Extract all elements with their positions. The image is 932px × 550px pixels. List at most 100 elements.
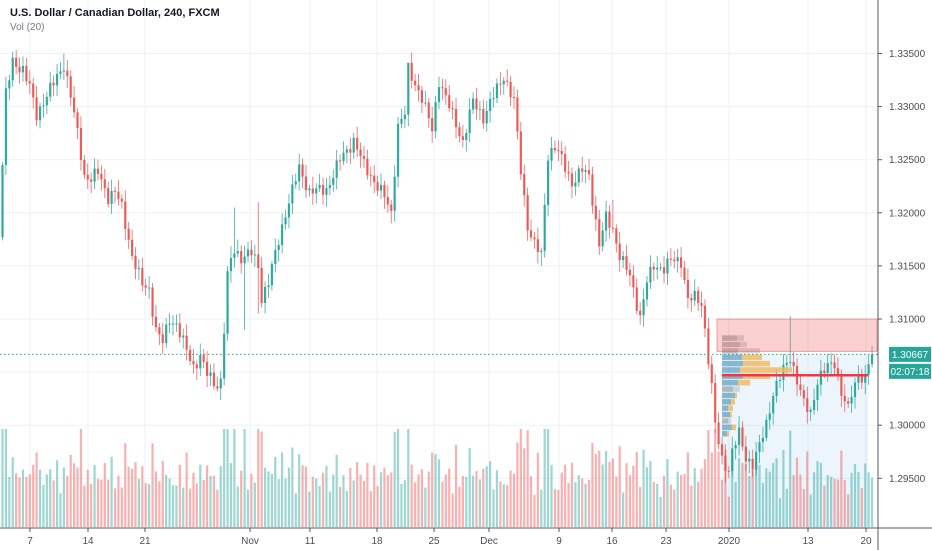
profile-row-gray[interactable]	[722, 386, 733, 392]
volume-bar[interactable]	[4, 429, 8, 527]
volume-bar[interactable]	[574, 482, 577, 527]
volume-bar[interactable]	[604, 450, 608, 527]
candle-body[interactable]	[468, 109, 471, 134]
candle-body[interactable]	[73, 97, 76, 113]
candle-body[interactable]	[860, 376, 863, 383]
volume-bar[interactable]	[775, 458, 778, 527]
volume-bar[interactable]	[526, 430, 529, 527]
candle-body[interactable]	[775, 380, 778, 397]
candle-body[interactable]	[693, 290, 696, 301]
candle-body[interactable]	[700, 303, 703, 306]
volume-bar[interactable]	[857, 471, 860, 527]
volume-bar[interactable]	[806, 451, 809, 527]
candle-body[interactable]	[42, 105, 45, 107]
candle-body[interactable]	[188, 349, 192, 361]
profile-row-orange[interactable]	[743, 360, 770, 367]
candle-body[interactable]	[161, 334, 164, 344]
volume-bar[interactable]	[424, 487, 427, 527]
volume-bar[interactable]	[679, 475, 683, 527]
volume-bar[interactable]	[608, 462, 611, 527]
candle-body[interactable]	[137, 268, 140, 270]
candle-body[interactable]	[298, 164, 301, 182]
volume-bar[interactable]	[263, 467, 267, 527]
volume-bar[interactable]	[192, 472, 195, 527]
profile-row-gray[interactable]	[738, 348, 760, 354]
profile-row-orange[interactable]	[738, 379, 750, 386]
candle-body[interactable]	[427, 102, 430, 119]
candle-body[interactable]	[591, 174, 594, 206]
volume-bar[interactable]	[506, 485, 509, 527]
candle-body[interactable]	[304, 176, 308, 191]
volume-bar[interactable]	[32, 464, 35, 527]
volume-bar[interactable]	[816, 461, 819, 527]
last-price-label[interactable]	[889, 346, 931, 362]
volume-bar[interactable]	[96, 478, 100, 527]
candle-body[interactable]	[703, 305, 707, 329]
volume-bar[interactable]	[83, 485, 86, 527]
candle-body[interactable]	[396, 123, 400, 177]
candle-body[interactable]	[461, 136, 464, 141]
candle-body[interactable]	[400, 118, 403, 124]
volume-bar[interactable]	[785, 488, 788, 527]
candle-body[interactable]	[362, 156, 366, 159]
volume-bar[interactable]	[471, 475, 475, 527]
volume-bar[interactable]	[117, 475, 120, 527]
volume-bar[interactable]	[468, 447, 471, 527]
volume-bar[interactable]	[802, 489, 805, 527]
volume-bar[interactable]	[734, 481, 737, 527]
candle-body[interactable]	[321, 184, 325, 195]
candle-body[interactable]	[843, 395, 846, 402]
candle-body[interactable]	[748, 458, 751, 462]
candle-body[interactable]	[110, 190, 113, 205]
volume-bar[interactable]	[594, 453, 597, 527]
volume-bar[interactable]	[281, 452, 284, 527]
price-axis-area[interactable]	[878, 0, 932, 550]
volume-bar[interactable]	[369, 491, 372, 527]
candle-body[interactable]	[529, 230, 533, 238]
candle-body[interactable]	[4, 88, 8, 166]
volume-bar[interactable]	[710, 452, 713, 527]
volume-bar[interactable]	[18, 477, 21, 527]
candle-body[interactable]	[635, 287, 638, 311]
volume-indicator-label[interactable]: Vol (20)	[10, 22, 45, 33]
candle-body[interactable]	[523, 174, 526, 196]
candle-body[interactable]	[284, 217, 287, 225]
candle-body[interactable]	[291, 184, 294, 204]
volume-bar[interactable]	[659, 497, 662, 527]
candle-body[interactable]	[154, 316, 158, 328]
volume-bar[interactable]	[519, 429, 522, 527]
candle-body[interactable]	[117, 191, 120, 199]
candle-body[interactable]	[301, 164, 304, 177]
candle-body[interactable]	[570, 173, 574, 187]
volume-bar[interactable]	[577, 475, 580, 527]
volume-bar[interactable]	[697, 481, 700, 527]
volume-bar[interactable]	[550, 464, 553, 527]
candle-body[interactable]	[669, 258, 672, 260]
candle-body[interactable]	[124, 201, 127, 229]
volume-bar[interactable]	[581, 478, 584, 527]
candle-body[interactable]	[158, 327, 161, 335]
volume-bar[interactable]	[751, 469, 754, 527]
candle-body[interactable]	[90, 179, 93, 182]
profile-row-orange[interactable]	[731, 399, 735, 405]
candle-body[interactable]	[482, 108, 485, 124]
volume-bar[interactable]	[635, 452, 638, 527]
candle-body[interactable]	[567, 171, 570, 174]
candle-body[interactable]	[492, 98, 495, 100]
volume-bar[interactable]	[560, 472, 563, 527]
candle-body[interactable]	[403, 114, 406, 119]
volume-bar[interactable]	[461, 475, 464, 527]
volume-bar[interactable]	[570, 462, 574, 527]
volume-bar[interactable]	[533, 494, 536, 527]
volume-bar[interactable]	[93, 464, 96, 527]
volume-bar[interactable]	[308, 491, 311, 527]
candle-body[interactable]	[587, 170, 591, 175]
candle-body[interactable]	[519, 131, 522, 175]
candle-body[interactable]	[369, 175, 372, 177]
volume-bar[interactable]	[812, 472, 816, 527]
volume-bar[interactable]	[219, 466, 222, 527]
volume-bar[interactable]	[437, 459, 441, 527]
candle-body[interactable]	[120, 198, 123, 202]
volume-bar[interactable]	[267, 471, 270, 527]
volume-bar[interactable]	[356, 462, 359, 527]
